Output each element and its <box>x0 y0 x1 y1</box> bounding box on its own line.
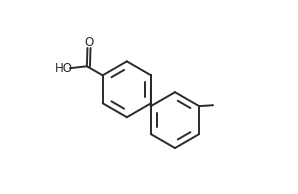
Text: HO: HO <box>55 62 73 75</box>
Text: O: O <box>84 36 94 49</box>
